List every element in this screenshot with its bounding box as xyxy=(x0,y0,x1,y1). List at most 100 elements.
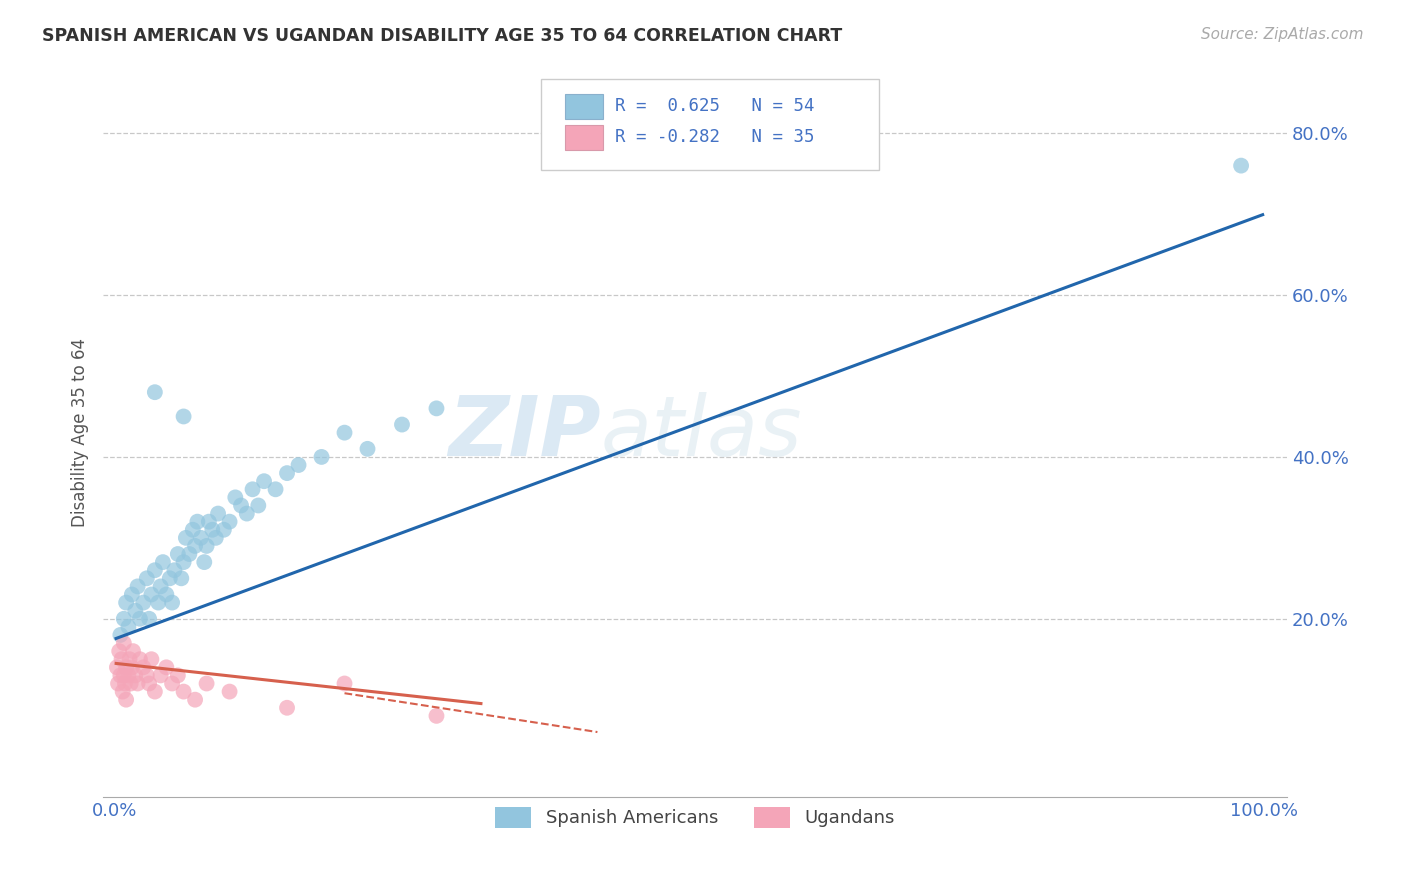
Text: Source: ZipAtlas.com: Source: ZipAtlas.com xyxy=(1201,27,1364,42)
Point xyxy=(356,442,378,456)
Point xyxy=(218,515,240,529)
Point xyxy=(159,571,181,585)
Point xyxy=(207,507,229,521)
Point xyxy=(112,636,135,650)
Point xyxy=(114,676,136,690)
Point xyxy=(173,409,195,424)
Point xyxy=(132,596,155,610)
Point xyxy=(247,499,270,513)
Point xyxy=(148,596,170,610)
Point xyxy=(276,466,298,480)
Point xyxy=(193,555,215,569)
Y-axis label: Disability Age 35 to 64: Disability Age 35 to 64 xyxy=(72,338,89,527)
Point xyxy=(132,660,155,674)
Point xyxy=(391,417,413,432)
Point xyxy=(143,563,166,577)
Point xyxy=(107,676,129,690)
Point xyxy=(152,555,174,569)
Point xyxy=(160,676,183,690)
Point xyxy=(166,547,188,561)
Point xyxy=(166,668,188,682)
Point xyxy=(204,531,226,545)
Point xyxy=(174,531,197,545)
Point xyxy=(127,676,149,690)
Point xyxy=(121,587,143,601)
FancyBboxPatch shape xyxy=(565,125,603,150)
Point xyxy=(155,660,177,674)
Point xyxy=(135,668,157,682)
Point xyxy=(242,483,264,497)
Point xyxy=(179,547,201,561)
Point xyxy=(143,385,166,400)
Point xyxy=(141,587,163,601)
Point xyxy=(264,483,287,497)
Point xyxy=(236,507,259,521)
Point xyxy=(333,425,356,440)
Point xyxy=(117,620,139,634)
Point xyxy=(141,652,163,666)
Point xyxy=(173,555,195,569)
Point xyxy=(110,628,132,642)
Text: R = -0.282   N = 35: R = -0.282 N = 35 xyxy=(614,128,814,146)
Point xyxy=(115,692,138,706)
Point xyxy=(121,660,143,674)
Point xyxy=(181,523,204,537)
FancyBboxPatch shape xyxy=(541,79,879,170)
Text: atlas: atlas xyxy=(600,392,801,473)
Point xyxy=(218,684,240,698)
Point xyxy=(184,539,207,553)
Point xyxy=(184,692,207,706)
Point xyxy=(160,596,183,610)
Point xyxy=(115,660,138,674)
Point xyxy=(198,515,221,529)
Point xyxy=(212,523,235,537)
Point xyxy=(135,571,157,585)
Point xyxy=(155,587,177,601)
Point xyxy=(115,596,138,610)
Point xyxy=(163,563,186,577)
Point xyxy=(112,612,135,626)
Text: R =  0.625   N = 54: R = 0.625 N = 54 xyxy=(614,96,814,115)
Point xyxy=(425,709,447,723)
Point xyxy=(127,579,149,593)
Point xyxy=(129,612,152,626)
Point xyxy=(112,668,135,682)
Point xyxy=(425,401,447,416)
Point xyxy=(253,474,276,488)
Point xyxy=(311,450,333,464)
Point xyxy=(143,684,166,698)
Point xyxy=(117,668,139,682)
Point xyxy=(110,668,132,682)
Point xyxy=(170,571,193,585)
Point xyxy=(120,676,142,690)
Point xyxy=(124,668,146,682)
Point xyxy=(190,531,212,545)
Text: SPANISH AMERICAN VS UGANDAN DISABILITY AGE 35 TO 64 CORRELATION CHART: SPANISH AMERICAN VS UGANDAN DISABILITY A… xyxy=(42,27,842,45)
Point xyxy=(138,612,160,626)
Point xyxy=(108,644,131,658)
Point xyxy=(122,644,145,658)
Point xyxy=(129,652,152,666)
Point xyxy=(149,579,172,593)
Point xyxy=(118,652,141,666)
Point xyxy=(173,684,195,698)
Point xyxy=(124,604,146,618)
Point xyxy=(229,499,252,513)
Point xyxy=(195,539,218,553)
Point xyxy=(138,676,160,690)
Point xyxy=(333,676,356,690)
Point xyxy=(186,515,208,529)
Text: ZIP: ZIP xyxy=(447,392,600,473)
Point xyxy=(201,523,224,537)
Point xyxy=(1230,159,1253,173)
FancyBboxPatch shape xyxy=(565,94,603,119)
Point xyxy=(110,652,132,666)
Point xyxy=(111,684,134,698)
Point xyxy=(149,668,172,682)
Point xyxy=(224,491,246,505)
Legend: Spanish Americans, Ugandans: Spanish Americans, Ugandans xyxy=(488,800,903,835)
Point xyxy=(195,676,218,690)
Point xyxy=(287,458,309,472)
Point xyxy=(276,700,298,714)
Point xyxy=(105,660,128,674)
